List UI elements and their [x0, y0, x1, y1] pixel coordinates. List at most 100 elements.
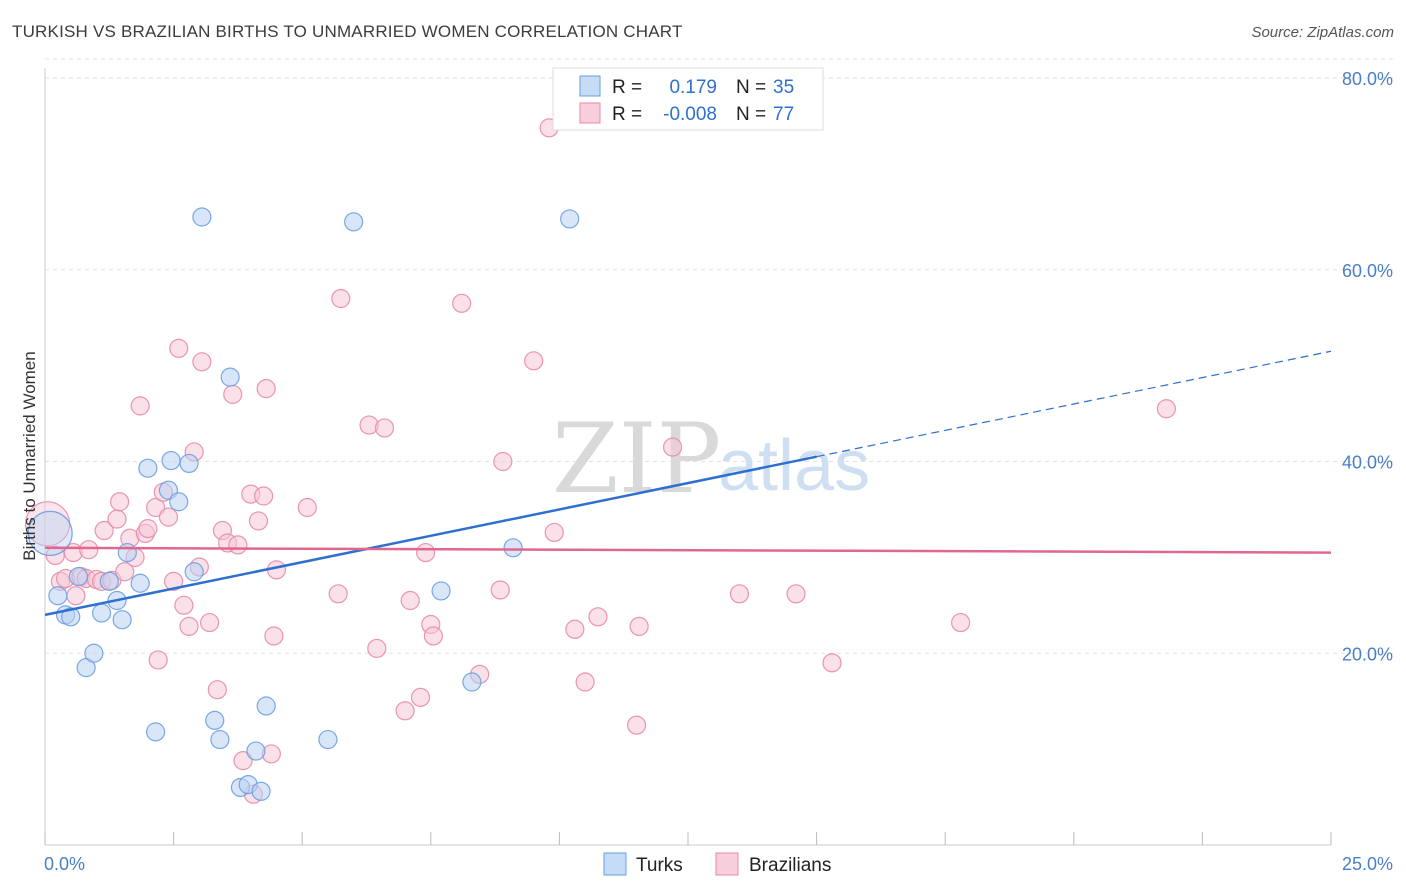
turks-point-1 — [48, 586, 68, 606]
watermark-zip: ZIP — [552, 403, 721, 515]
brazilians-point-48 — [328, 584, 348, 604]
brazilians-point-55 — [410, 687, 431, 707]
brazilians-point-66 — [565, 619, 585, 639]
turks-point-33 — [503, 538, 523, 558]
brazilians-point-70 — [629, 616, 649, 637]
brazilians-point-53 — [395, 701, 415, 721]
y-tick-labels: 20.0% 40.0% 60.0% 80.0% — [1342, 69, 1393, 664]
brazilians-point-33 — [207, 680, 227, 700]
legend-r-label-brazilians: R = — [612, 104, 642, 125]
brazilians-point-43 — [256, 379, 276, 399]
turks-point-8 — [99, 571, 119, 591]
brazilians-point-31 — [192, 352, 212, 372]
legend-r-value-brazilians: -0.008 — [663, 104, 717, 125]
turks-trend-line — [44, 455, 817, 617]
brazilians-point-13 — [107, 509, 127, 529]
x-tick-label-min: 0.0% — [44, 854, 85, 874]
legend-n-label-turks: N = — [736, 77, 766, 98]
y-tick-label-0: 20.0% — [1342, 644, 1393, 664]
y-tick-label-1: 40.0% — [1342, 453, 1393, 473]
brazilians-point-72 — [729, 584, 750, 604]
x-tick-label-max: 25.0% — [1342, 854, 1393, 874]
turks-point-34 — [560, 209, 580, 229]
brazilians-point-41 — [248, 511, 269, 531]
trend-lines — [44, 350, 1332, 617]
turks-point-3 — [61, 607, 81, 627]
brazilians-point-38 — [233, 751, 253, 771]
brazilians-point-11 — [94, 520, 114, 541]
brazilians-point-59 — [452, 293, 472, 313]
brazilians-point-58 — [423, 626, 443, 646]
turks-point-14 — [145, 722, 166, 742]
brazilians-point-36 — [223, 384, 243, 404]
turks-point-4 — [68, 566, 89, 587]
brazilians-point-20 — [138, 519, 158, 539]
legend-bottom-swatch-brazilians — [715, 852, 739, 876]
turks-point-18 — [179, 453, 199, 474]
brazilians-point-45 — [264, 626, 284, 646]
series-turks — [27, 207, 580, 801]
turks-point-27 — [251, 781, 271, 801]
turks-point-6 — [84, 643, 104, 663]
brazilians-trend-line — [44, 546, 1332, 554]
brazilians-point-76 — [1156, 399, 1176, 419]
brazilians-point-15 — [115, 562, 135, 582]
legend-bottom-label-brazilians: Brazilians — [749, 855, 831, 876]
brazilians-point-8 — [79, 540, 99, 560]
brazilians-point-63 — [524, 351, 544, 371]
brazilians-point-61 — [490, 580, 510, 600]
x-ticks — [44, 832, 1332, 845]
turks-point-12 — [130, 573, 150, 593]
legend-r-value-turks: 0.179 — [669, 77, 717, 98]
brazilians-point-32 — [200, 612, 220, 633]
brazilians-point-75 — [951, 612, 971, 633]
turks-trend-extension — [816, 350, 1332, 458]
turks-point-17 — [169, 492, 189, 512]
legend-r-label-turks: R = — [612, 77, 642, 98]
turks-point-11 — [117, 542, 137, 563]
legend-n-label-brazilians: N = — [736, 104, 766, 125]
brazilians-point-73 — [786, 584, 806, 604]
turks-point-10 — [112, 610, 132, 630]
turks-point-32 — [462, 672, 482, 692]
brazilians-point-26 — [169, 338, 189, 358]
brazilians-point-18 — [130, 396, 150, 416]
brazilians-point-69 — [626, 715, 647, 735]
brazilians-point-67 — [575, 672, 595, 692]
turks-point-21 — [205, 710, 225, 730]
legend-series: Turks Brazilians — [603, 852, 831, 876]
brazilians-point-71 — [662, 437, 683, 457]
turks-point-20 — [192, 207, 212, 227]
brazilians-point-54 — [400, 590, 420, 611]
brazilians-point-5 — [66, 586, 86, 606]
turks-point-0 — [27, 510, 73, 557]
gridlines — [45, 58, 1393, 654]
brazilians-point-37 — [228, 535, 248, 555]
turks-point-31 — [431, 581, 451, 601]
brazilians-point-21 — [145, 497, 166, 518]
brazilians-point-49 — [331, 288, 351, 309]
brazilians-point-56 — [416, 542, 436, 563]
brazilians-point-74 — [822, 653, 842, 673]
legend-bottom-swatch-turks — [603, 852, 627, 876]
brazilians-point-24 — [158, 507, 179, 527]
chart-title: TURKISH VS BRAZILIAN BIRTHS TO UNMARRIED… — [12, 22, 683, 41]
brazilians-point-27 — [174, 595, 194, 615]
turks-point-7 — [91, 603, 112, 623]
series-brazilians — [24, 118, 1176, 804]
y-tick-label-3: 80.0% — [1342, 69, 1393, 89]
turks-point-30 — [344, 212, 364, 232]
source-label: Source: ZipAtlas.com — [1251, 24, 1394, 41]
turks-point-13 — [138, 458, 158, 478]
brazilians-point-51 — [367, 638, 387, 659]
brazilians-point-65 — [544, 522, 564, 543]
brazilians-point-28 — [179, 616, 199, 637]
legend-n-value-brazilians: 77 — [773, 104, 794, 125]
brazilians-point-42 — [254, 486, 274, 506]
brazilians-point-22 — [148, 650, 168, 670]
legend-n-value-turks: 35 — [773, 77, 794, 98]
brazilians-point-47 — [297, 497, 317, 518]
turks-point-29 — [318, 729, 338, 750]
y-tick-label-2: 60.0% — [1342, 261, 1393, 281]
